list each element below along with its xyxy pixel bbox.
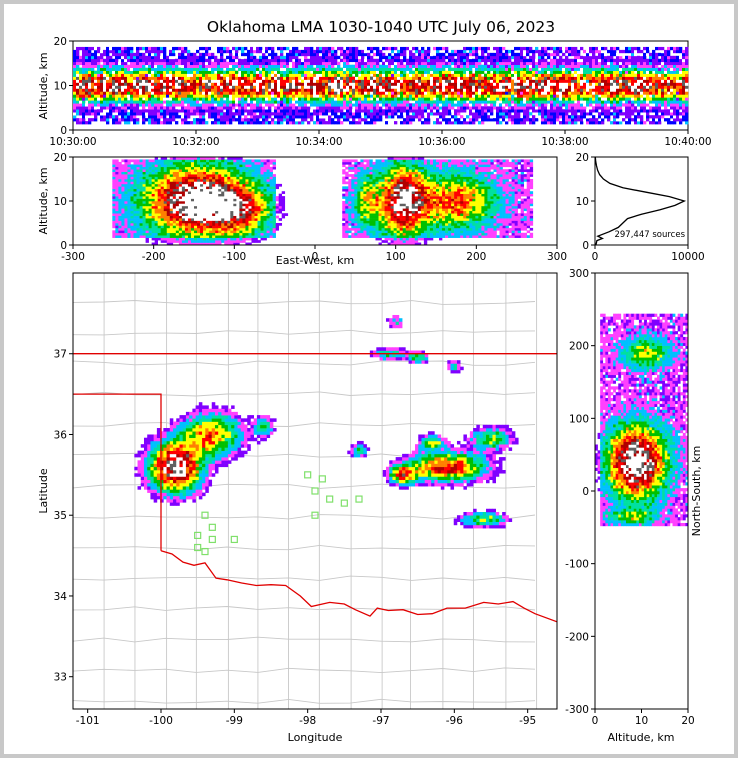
ns-altitude-y-tick-label: -100 (565, 559, 589, 571)
time-height-x-tick-label: 10:36:00 (418, 136, 465, 148)
ns-altitude-panel: 0 10 20 -300 -200 -100 0 100 200 300 Altitude, km… (565, 268, 703, 744)
ns-altitude-y-tick-label: 300 (569, 268, 589, 280)
station-marker (311, 511, 319, 519)
map-frame (72, 272, 558, 710)
ew-height-xlabel: East-West, km (276, 254, 354, 267)
ew-height-density (112, 157, 534, 246)
station-marker (194, 543, 202, 552)
ns-altitude-y-tick-label: 0 (582, 486, 589, 498)
station-marker (355, 495, 363, 503)
time-height-y-tick-label: 0 (60, 125, 67, 137)
station-marker (326, 495, 334, 503)
station-marker (208, 523, 216, 531)
station-marker (208, 535, 216, 544)
ew-height-y-tick-label: 0 (60, 240, 67, 252)
chart-title: Oklahoma LMA 1030-1040 UTC July 06, 2023 (207, 18, 555, 36)
ns-altitude-x-tick-label: 10 (635, 715, 648, 727)
histogram-y-tick-label: 10 (576, 196, 589, 208)
altitude-histogram-panel: 0 10 20 0 10000 297,447 sources (576, 152, 705, 263)
ew-height-y-tick-label: 10 (54, 196, 67, 208)
ew-height-panel: 0 10 20 -300 -200 -100 0 100 200 300 Altitude, km… (37, 152, 567, 267)
ew-height-x-tick-label: 300 (547, 251, 567, 263)
station-marker (318, 475, 326, 483)
county-line (73, 667, 536, 674)
texas-panhandle-border-line (73, 393, 162, 551)
ns-altitude-y-tick-label: 200 (569, 341, 589, 353)
histogram-x-tick-label: 10000 (671, 251, 704, 263)
map-x-tick-label: -100 (149, 715, 173, 727)
histogram-x-tick-label: 0 (592, 251, 599, 263)
ew-height-x-tick-label: -100 (222, 251, 246, 263)
map-y-tick-label: 37 (54, 349, 67, 361)
histogram-profile-line (594, 156, 687, 246)
time-height-y-tick-label: 20 (54, 36, 67, 48)
county-line (73, 636, 536, 643)
time-height-panel: 0 10 20 10:30:00 10:32:00 10:34:00 10:36:00 10:… (37, 36, 712, 148)
plan-view-density (134, 314, 519, 529)
station-marker (304, 471, 312, 479)
map-x-tick-label: -99 (226, 715, 243, 727)
ns-altitude-y-tick-label: 100 (569, 413, 589, 425)
ns-altitude-y-tick-label: -300 (565, 704, 589, 716)
map-y-tick-label: 33 (54, 672, 67, 684)
time-height-x-tick-label: 10:38:00 (541, 136, 588, 148)
red-river-border-line (160, 550, 557, 623)
time-height-density (73, 46, 689, 125)
ew-height-x-tick-label: -300 (61, 251, 85, 263)
station-marker (201, 547, 209, 556)
station-marker (311, 487, 319, 495)
map-y-tick-label: 34 (54, 591, 68, 603)
map-x-tick-label: -95 (519, 715, 536, 727)
ns-altitude-density (595, 313, 689, 527)
time-height-x-tick-label: 10:30:00 (49, 136, 96, 148)
ew-height-x-tick-label: -200 (142, 251, 166, 263)
lma-stations (194, 471, 363, 556)
figure-frame: Oklahoma LMA 1030-1040 UTC July 06, 2023… (4, 4, 734, 754)
map-x-tick-label: -97 (372, 715, 389, 727)
county-line (73, 329, 536, 336)
county-line (73, 391, 536, 397)
histogram-y-tick-label: 20 (576, 152, 589, 164)
time-height-x-tick-label: 10:40:00 (664, 136, 711, 148)
station-marker (340, 499, 348, 507)
map-x-tick-label: -98 (299, 715, 316, 727)
map-x-tick-label: -96 (446, 715, 463, 727)
time-height-x-tick-label: 10:34:00 (295, 136, 342, 148)
ew-height-x-tick-label: 100 (386, 251, 406, 263)
map-y-tick-label: 35 (54, 510, 67, 522)
ns-altitude-y-tick-label: -200 (565, 631, 589, 643)
map-plot-area (73, 273, 557, 709)
ns-altitude-ylabel: North-South, km (690, 446, 703, 537)
ew-height-y-tick-label: 20 (54, 152, 67, 164)
county-line (73, 422, 536, 428)
map-ylabel: Latitude (37, 468, 50, 514)
county-line (73, 575, 536, 581)
sources-count-label: 297,447 sources (614, 230, 685, 240)
ns-altitude-x-tick-label: 20 (681, 715, 694, 727)
ns-altitude-x-tick-label: 0 (592, 715, 599, 727)
ew-height-x-tick-label: 200 (466, 251, 486, 263)
plan-view-panel: -101 -100 -99 -98 -97 -96 -95 33 34 35 36 37 Longit… (37, 272, 558, 744)
county-line (73, 698, 536, 704)
station-marker (201, 511, 209, 519)
map-x-tick-label: -101 (76, 715, 100, 727)
time-height-ylabel: Altitude, km (37, 52, 50, 119)
county-line (73, 544, 536, 551)
ew-height-x-tick-label: 0 (312, 251, 319, 263)
map-xlabel: Longitude (288, 731, 343, 744)
histogram-y-tick-label: 0 (582, 240, 589, 252)
county-boundaries (73, 273, 538, 709)
state-borders (73, 353, 557, 623)
station-marker (230, 535, 238, 544)
figure: Oklahoma LMA 1030-1040 UTC July 06, 2023… (37, 18, 712, 744)
ew-height-ylabel: Altitude, km (37, 167, 50, 234)
ns-altitude-xlabel: Altitude, km (607, 731, 674, 744)
time-height-y-tick-label: 10 (54, 81, 67, 93)
county-line (73, 300, 536, 305)
station-marker (194, 531, 202, 540)
time-height-x-tick-label: 10:32:00 (172, 136, 219, 148)
map-y-tick-label: 36 (54, 429, 68, 441)
